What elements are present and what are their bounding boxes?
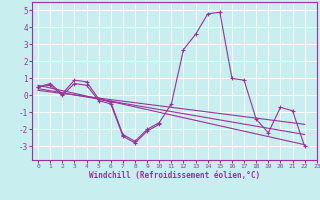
X-axis label: Windchill (Refroidissement éolien,°C): Windchill (Refroidissement éolien,°C) — [89, 171, 260, 180]
